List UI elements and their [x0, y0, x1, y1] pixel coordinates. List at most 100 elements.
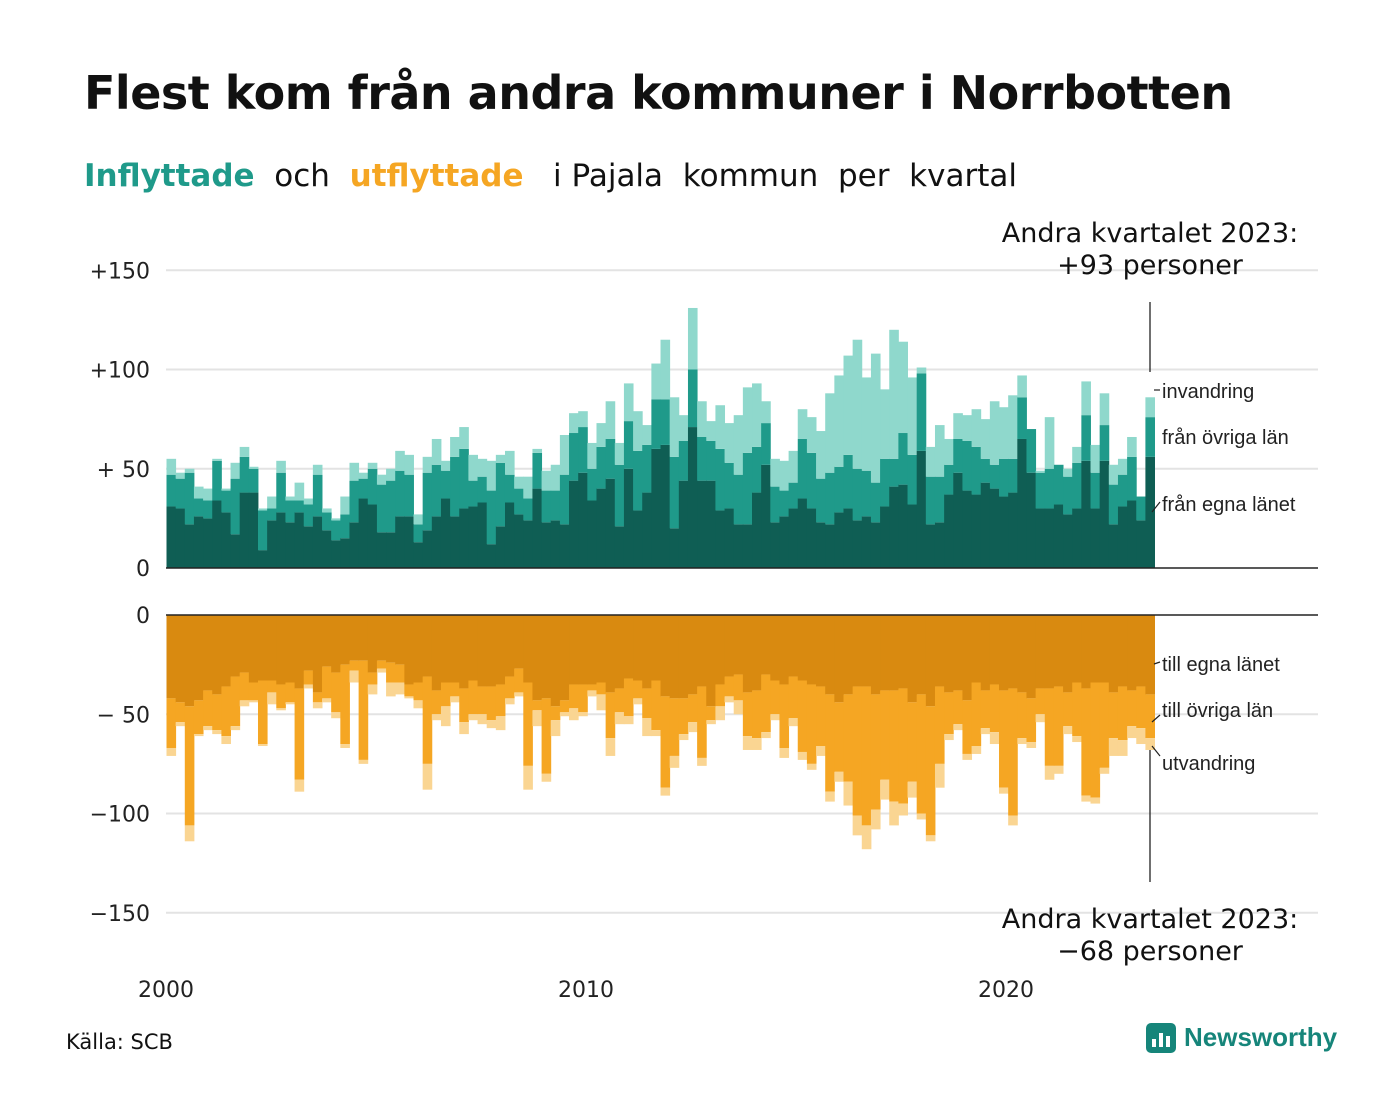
- bar-immigration: [230, 462, 241, 479]
- bar-immigration: [989, 401, 1000, 465]
- bar-to-other-counties: [1136, 686, 1146, 729]
- bar-from-own-county: [331, 540, 341, 568]
- y-tick-upper: 0: [136, 557, 150, 582]
- bar-from-own-county: [1072, 508, 1082, 568]
- bar-to-own-county: [889, 615, 899, 691]
- bar-to-other-counties: [587, 684, 597, 691]
- bar-to-own-county: [934, 615, 945, 687]
- bar-from-own-county: [221, 512, 231, 568]
- bar-to-own-county: [605, 615, 616, 693]
- bar-from-own-county: [267, 520, 277, 568]
- bar-from-own-county: [276, 512, 286, 568]
- leader-till-ovriga-lan: [1151, 714, 1161, 723]
- bar-from-own-county: [980, 482, 991, 568]
- y-tick-lower: − 50: [97, 703, 150, 728]
- bar-to-other-counties: [907, 702, 918, 782]
- bar-emigration: [1090, 797, 1101, 804]
- bar-to-own-county: [303, 615, 314, 671]
- bar-immigration: [285, 496, 296, 501]
- bar-from-other-counties: [825, 472, 835, 525]
- bar-from-other-counties: [870, 482, 881, 523]
- bar-immigration: [779, 460, 790, 491]
- bar-immigration: [880, 389, 890, 459]
- bar-from-other-counties: [697, 436, 707, 481]
- bar-from-own-county: [724, 508, 735, 568]
- bar-emigration: [504, 698, 515, 705]
- bar-from-own-county: [1090, 508, 1101, 568]
- bar-emigration: [386, 682, 396, 697]
- bar-from-own-county: [697, 480, 707, 568]
- bar-to-other-counties: [294, 688, 305, 780]
- bar-immigration: [596, 423, 607, 447]
- bar-immigration: [166, 458, 177, 475]
- bar-immigration: [322, 508, 332, 513]
- bar-from-own-county: [587, 500, 597, 568]
- bar-to-own-county: [1108, 615, 1119, 693]
- bar-immigration: [724, 423, 735, 463]
- bar-from-other-counties: [880, 458, 890, 507]
- bar-emigration: [312, 702, 323, 709]
- bar-emigration: [395, 682, 405, 695]
- bar-from-other-counties: [669, 456, 680, 529]
- bar-immigration: [1008, 395, 1018, 459]
- bar-to-own-county: [495, 615, 506, 685]
- bar-to-own-county: [184, 615, 195, 707]
- bar-emigration: [404, 696, 414, 699]
- bar-immigration: [459, 427, 469, 449]
- bar-emigration: [1108, 738, 1119, 756]
- bar-to-own-county: [752, 615, 762, 691]
- bar-immigration: [797, 409, 808, 439]
- bar-to-other-counties: [569, 684, 579, 709]
- bar-emigration: [870, 809, 881, 830]
- bar-immigration: [267, 496, 277, 509]
- bar-from-own-county: [633, 510, 643, 568]
- bar-to-other-counties: [761, 674, 771, 733]
- leader-utvandring: [1151, 745, 1161, 757]
- bar-to-other-counties: [843, 694, 854, 782]
- bar-to-own-county: [971, 615, 982, 683]
- bar-emigration: [303, 684, 314, 689]
- bar-to-own-county: [203, 615, 213, 691]
- bar-from-own-county: [733, 524, 744, 568]
- bar-immigration: [889, 329, 899, 459]
- bar-emigration: [651, 730, 661, 737]
- bar-from-other-counties: [175, 478, 186, 509]
- bar-to-own-county: [1044, 615, 1055, 689]
- bar-from-own-county: [504, 502, 515, 568]
- bar-to-own-county: [504, 615, 515, 677]
- bar-from-own-county: [880, 506, 890, 568]
- y-tick-upper: + 50: [97, 458, 150, 483]
- bar-to-other-counties: [916, 694, 927, 814]
- bar-to-other-counties: [322, 666, 332, 699]
- bar-emigration: [450, 696, 460, 703]
- bar-from-own-county: [642, 492, 652, 568]
- bar-to-other-counties: [989, 684, 1000, 733]
- bar-from-other-counties: [806, 452, 817, 509]
- bar-to-own-county: [999, 615, 1009, 691]
- bar-immigration: [486, 460, 497, 491]
- bar-to-own-county: [422, 615, 433, 677]
- bar-from-own-county: [413, 542, 424, 568]
- bar-to-other-counties: [514, 668, 524, 693]
- bar-to-other-counties: [825, 694, 835, 792]
- bar-from-own-county: [239, 492, 250, 568]
- bar-from-other-counties: [861, 470, 872, 517]
- bar-to-other-counties: [697, 686, 707, 758]
- x-tick-label: 2010: [558, 978, 614, 1003]
- bar-immigration: [761, 401, 771, 424]
- bar-emigration: [559, 712, 570, 717]
- bar-from-own-county: [431, 516, 442, 568]
- bar-to-own-county: [367, 615, 378, 673]
- bar-to-other-counties: [257, 680, 268, 745]
- bar-immigration: [788, 450, 799, 483]
- bar-immigration: [175, 472, 186, 479]
- bar-to-other-counties: [422, 676, 433, 764]
- bar-from-other-counties: [1145, 417, 1155, 457]
- bar-to-other-counties: [1127, 690, 1137, 727]
- bar-emigration: [1072, 736, 1082, 743]
- bar-immigration: [1017, 375, 1027, 398]
- legend-fran-ovriga-lan: från övriga län: [1162, 427, 1289, 449]
- bar-from-own-county: [779, 516, 790, 568]
- bar-emigration: [944, 734, 954, 741]
- bar-immigration: [605, 401, 616, 439]
